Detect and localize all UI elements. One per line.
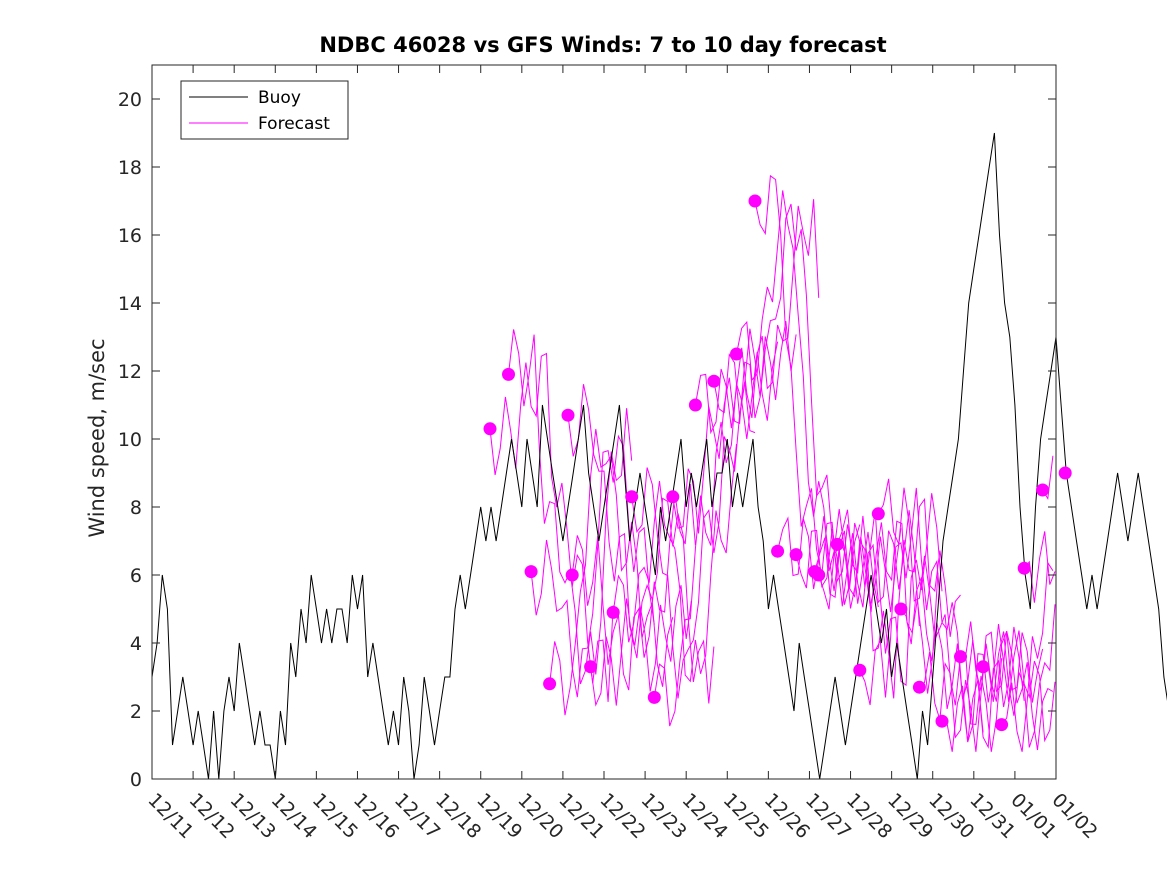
x-tick-label: 12/30 (924, 789, 978, 843)
x-tick-label: 12/22 (595, 789, 649, 843)
y-tick-label: 18 (118, 157, 142, 179)
forecast-line (567, 384, 692, 692)
forecast-marker (1036, 483, 1050, 497)
x-tick-label: 12/25 (719, 789, 773, 843)
y-tick-label: 0 (130, 769, 142, 791)
legend-box (180, 80, 349, 140)
forecast-marker (894, 602, 908, 616)
x-tick-label: 12/20 (513, 789, 567, 843)
x-tick-label: 12/27 (801, 789, 855, 843)
buoy-line (151, 132, 1167, 780)
forecast-marker (935, 714, 949, 728)
forecast-line (530, 434, 655, 698)
forecast-line (814, 520, 939, 694)
forecast-marker (912, 680, 926, 694)
x-tick-label: 12/15 (308, 789, 362, 843)
x-tick-label: 12/12 (185, 789, 239, 843)
y-tick-label: 2 (130, 701, 142, 723)
forecast-marker (625, 490, 639, 504)
forecast-marker (707, 374, 721, 388)
forecast-marker (606, 605, 620, 619)
forecast-line (960, 621, 1054, 751)
forecast-line (736, 190, 861, 589)
forecast-line (1023, 531, 1056, 603)
x-tick-label: 01/01 (1006, 789, 1060, 843)
forecast-line (590, 497, 715, 707)
forecast-marker (1058, 466, 1072, 480)
forecast-line (877, 478, 1003, 752)
forecast-marker (976, 660, 990, 674)
x-tick-label: 12/16 (349, 789, 403, 843)
forecast-lines-layer (489, 174, 1056, 752)
forecast-marker (688, 398, 702, 412)
x-tick-label: 12/19 (472, 789, 526, 843)
forecast-marker (647, 690, 661, 704)
x-tick-label: 12/13 (226, 789, 280, 843)
y-tick-label: 20 (118, 89, 142, 111)
forecast-marker (830, 537, 844, 551)
forecast-marker (871, 507, 885, 521)
forecast-marker (771, 544, 785, 558)
legend: Buoy Forecast (180, 80, 349, 140)
forecast-marker (565, 568, 579, 582)
x-tick-label: 12/28 (842, 789, 896, 843)
y-tick-label: 6 (130, 565, 142, 587)
legend-forecast-label: Forecast (258, 114, 330, 134)
forecast-line (631, 381, 756, 699)
forecast-marker (524, 565, 538, 579)
forecast-line (795, 510, 920, 627)
forecast-line (1001, 561, 1054, 752)
forecast-markers-layer (483, 194, 1072, 732)
forecast-marker (1017, 561, 1031, 575)
forecast-marker (666, 490, 680, 504)
forecast-marker (502, 367, 515, 381)
y-tick-label: 12 (118, 361, 142, 383)
forecast-line (836, 497, 961, 699)
x-tick-label: 12/29 (883, 789, 937, 843)
y-tick-label: 10 (118, 429, 142, 451)
forecast-line (694, 199, 820, 435)
forecast-marker (483, 422, 497, 436)
forecast-marker (584, 660, 598, 674)
x-tick-label: 12/18 (431, 789, 485, 843)
chart-title: NDBC 46028 vs GFS Winds: 7 to 10 day for… (319, 33, 886, 57)
forecast-marker (954, 650, 967, 664)
x-tick-label: 12/23 (637, 789, 691, 843)
y-tick-label: 14 (118, 293, 142, 315)
y-tick-label: 4 (130, 633, 142, 655)
y-axis-label: Wind speed, m/sec (85, 338, 109, 537)
y-axis: 0 2 4 6 8 10 12 14 16 18 20 (118, 89, 1056, 791)
x-tick-label: 12/17 (390, 789, 444, 843)
forecast-line (900, 577, 1025, 749)
y-tick-label: 8 (130, 497, 142, 519)
plot-area (152, 65, 1056, 779)
forecast-marker (730, 347, 743, 361)
x-tick-label: 12/21 (554, 789, 608, 843)
buoy-line-layer (151, 132, 1167, 780)
x-tick-label: 12/14 (267, 789, 321, 843)
forecast-line (941, 624, 1056, 752)
x-tick-label: 12/11 (143, 789, 197, 843)
forecast-marker (812, 568, 826, 582)
forecast-marker (748, 194, 762, 208)
forecast-line (982, 604, 1056, 748)
forecast-marker (789, 548, 803, 562)
y-tick-label: 16 (118, 225, 142, 247)
x-tick-label: 12/24 (678, 789, 732, 843)
x-tick-label: 01/02 (1047, 789, 1101, 843)
forecast-line (754, 174, 879, 608)
x-tick-label: 12/31 (965, 789, 1019, 843)
x-tick-label: 12/26 (760, 789, 814, 843)
forecast-line (653, 341, 779, 727)
legend-buoy-label: Buoy (258, 88, 301, 108)
forecast-marker (543, 677, 557, 691)
forecast-marker (561, 408, 575, 422)
forecast-line (612, 443, 737, 683)
forecast-line (672, 321, 797, 534)
forecast-marker (853, 663, 867, 677)
forecast-marker (995, 718, 1009, 732)
